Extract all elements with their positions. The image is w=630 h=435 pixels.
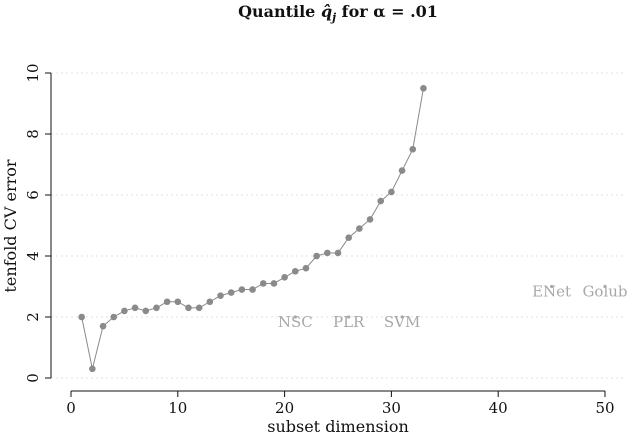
data-point	[377, 197, 385, 205]
data-point	[227, 289, 235, 296]
chart-title-prefix: Quantile	[238, 2, 321, 21]
data-point	[174, 298, 182, 306]
x-tick-label: 50	[595, 399, 614, 417]
data-point	[259, 280, 267, 287]
reference-point-plr	[347, 315, 351, 319]
y-ticks: 0 2 4 6 8 10	[24, 63, 51, 383]
series	[78, 84, 427, 373]
data-point	[195, 304, 203, 312]
data-point	[217, 292, 224, 299]
x-tick-label: 40	[489, 399, 508, 417]
chart-title-symbol: q̂	[321, 2, 332, 21]
data-point	[270, 280, 278, 287]
data-point	[409, 145, 417, 153]
y-axis-label: tenfold CV error	[1, 159, 20, 292]
data-point	[131, 304, 139, 312]
data-point	[388, 188, 395, 196]
data-point	[356, 225, 363, 232]
data-point	[142, 307, 150, 315]
grid-lines	[51, 72, 625, 379]
reference-point-nsc	[293, 315, 297, 319]
reference-label-golub: Golub	[582, 283, 627, 301]
data-point	[163, 298, 171, 306]
reference-point-golub	[603, 284, 607, 289]
x-tick-label: 10	[168, 399, 187, 417]
x-tick-label: 20	[275, 399, 294, 417]
y-tick-label: 10	[24, 63, 42, 82]
reference-label-nsc: NSC	[278, 313, 313, 331]
data-point	[334, 249, 342, 257]
data-point	[313, 252, 320, 260]
data-point	[366, 216, 374, 223]
chart-title: Quantile q̂j for α = .01	[238, 2, 438, 24]
data-point	[302, 264, 310, 272]
data-point	[345, 234, 352, 241]
data-point	[99, 322, 107, 330]
chart-title-suffix: for α = .01	[336, 2, 438, 21]
reference-label-plr: PLR	[333, 313, 365, 331]
y-tick-label: 0	[24, 373, 42, 383]
x-tick-label: 30	[382, 399, 401, 417]
series-line	[81, 88, 424, 369]
y-tick-label: 4	[24, 251, 42, 261]
reference-points: NSC PLR SVM ENet Golub	[278, 283, 628, 332]
data-point	[110, 313, 118, 321]
x-ticks: 0 10 20 30 40 50	[66, 391, 615, 417]
reference-point-enet	[550, 284, 554, 289]
y-tick-label: 6	[24, 190, 42, 200]
data-point	[420, 84, 427, 92]
data-point	[398, 167, 406, 174]
data-point	[78, 313, 85, 321]
data-point	[281, 274, 288, 281]
y-tick-label: 2	[24, 312, 42, 322]
data-point	[206, 298, 214, 306]
reference-label-svm: SVM	[384, 313, 420, 331]
reference-point-svm	[400, 315, 404, 319]
y-tick-label: 8	[24, 129, 42, 139]
reference-label-enet: ENet	[532, 283, 571, 301]
x-tick-label: 0	[66, 399, 76, 417]
data-point	[249, 286, 256, 293]
data-point	[89, 365, 96, 373]
data-point	[238, 286, 246, 293]
data-point	[291, 267, 299, 275]
data-point	[153, 304, 160, 312]
data-point	[324, 249, 331, 257]
data-point	[185, 304, 192, 312]
data-point	[121, 307, 128, 315]
axes	[50, 73, 605, 392]
chart-title-subscript: j	[330, 11, 336, 24]
x-axis-label: subset dimension	[267, 417, 409, 435]
